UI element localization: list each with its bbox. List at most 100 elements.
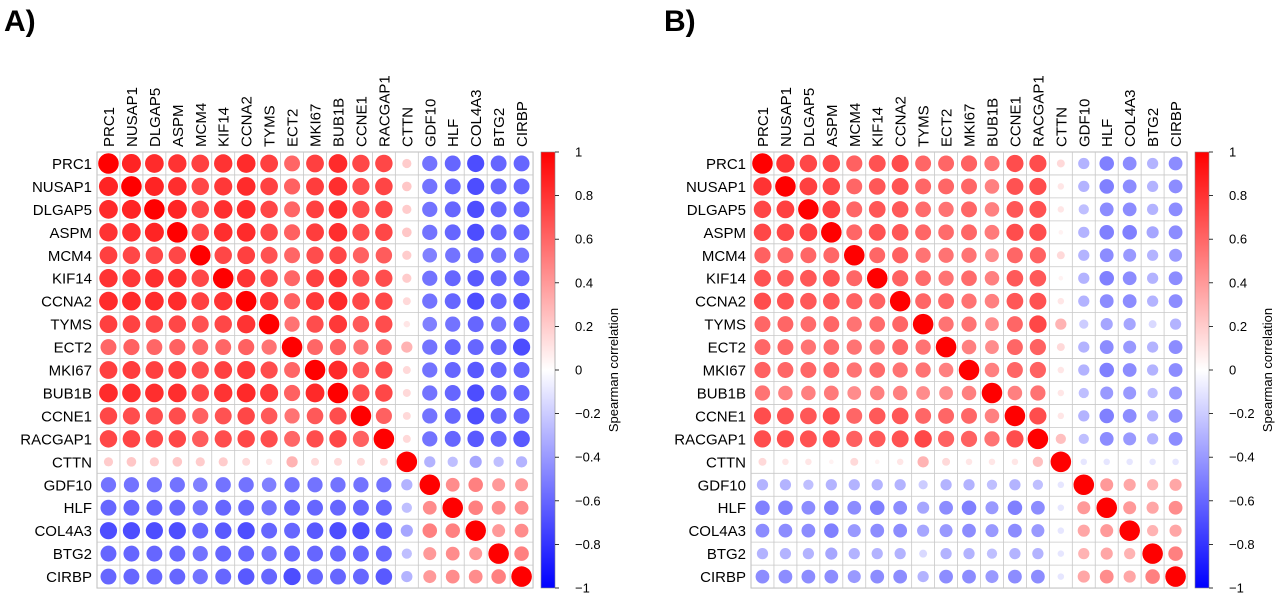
colorbar-tick-label: −0.4 — [575, 450, 601, 465]
row-label: CCNE1 — [695, 408, 746, 425]
corr-cell-kif14-kif14 — [866, 267, 888, 289]
corr-cell-aspm-racgap1 — [1029, 223, 1047, 241]
corr-cell-racgap1-bub1b — [329, 430, 347, 448]
corr-cell-prc1-aspm — [168, 154, 187, 173]
corr-cell-aspm-ect2 — [938, 224, 954, 241]
corr-cell-col4a3-racgap1 — [375, 522, 393, 539]
corr-cell-ect2-tyms — [915, 339, 931, 355]
corr-cell-btg2-hlf — [1100, 547, 1113, 560]
corr-cell-gdf10-cirbp — [515, 478, 529, 492]
corr-cell-gdf10-dlgap5 — [146, 477, 163, 493]
corr-cell-ccne1-dlgap5 — [800, 407, 817, 425]
corr-cell-cirbp-kif14 — [215, 568, 232, 585]
corr-cell-mki67-gdf10 — [1078, 364, 1090, 376]
corr-cell-col4a3-kif14 — [870, 523, 885, 538]
corr-cell-col4a3-mcm4 — [847, 524, 861, 538]
corr-cell-ect2-cttn — [401, 341, 413, 353]
corr-cell-bub1b-gdf10 — [1078, 387, 1089, 399]
corr-cell-hlf-cttn — [401, 502, 412, 513]
corr-cell-racgap1-btg2 — [1147, 433, 1159, 445]
corr-cell-btg2-cirbp — [1168, 546, 1183, 561]
corr-cell-col4a3-ect2 — [939, 524, 953, 538]
colorbar-tick-label: 0.6 — [1229, 232, 1247, 247]
corr-cell-dlgap5-col4a3 — [467, 200, 485, 218]
corr-cell-prc1-cttn — [1056, 159, 1065, 168]
row-label: COL4A3 — [688, 523, 746, 540]
corr-cell-ccna2-cirbp — [1168, 294, 1183, 309]
corr-cell-mcm4-nusap1 — [122, 246, 141, 264]
row-label: DLGAP5 — [687, 202, 746, 219]
corr-cell-bub1b-col4a3 — [1123, 386, 1137, 400]
corr-cell-prc1-col4a3 — [1122, 156, 1137, 171]
column-label: BUB1B — [330, 98, 347, 147]
corr-cell-mcm4-cttn — [402, 250, 412, 260]
column-label: MKI67 — [962, 104, 979, 147]
colorbar-tick-label: −0.6 — [1229, 493, 1255, 508]
corr-cell-aspm-cttn — [402, 227, 412, 238]
corr-cell-tyms-gdf10 — [1079, 319, 1089, 329]
corr-cell-btg2-ccna2 — [894, 548, 906, 560]
corr-cell-racgap1-prc1 — [753, 430, 772, 448]
corr-cell-mki67-kif14 — [869, 362, 886, 378]
colorbar-tick-label: −0.2 — [575, 406, 601, 421]
corr-cell-hlf-racgap1 — [375, 499, 392, 516]
corr-cell-cirbp-nusap1 — [778, 569, 793, 584]
corr-cell-hlf-hlf — [442, 497, 463, 518]
corr-cell-cirbp-ect2 — [283, 567, 301, 586]
corr-cell-cirbp-ccne1 — [352, 568, 369, 585]
corr-cell-nusap1-cirbp — [513, 178, 530, 195]
colorbar-tick-label: 0.4 — [575, 275, 593, 290]
corr-cell-gdf10-hlf — [445, 477, 460, 492]
column-label: BUB1B — [984, 98, 1001, 147]
corr-cell-col4a3-ccne1 — [1008, 523, 1022, 538]
corr-cell-bub1b-aspm — [823, 385, 839, 401]
corr-cell-aspm-ccna2 — [891, 223, 909, 241]
corr-cell-btg2-ect2 — [940, 548, 952, 560]
corr-cell-bub1b-col4a3 — [467, 384, 485, 402]
colorbar-title: Spearman correlation — [606, 308, 621, 432]
corr-cell-kif14-mki67 — [306, 269, 324, 288]
corr-cell-mki67-cirbp — [513, 362, 530, 378]
corr-cell-tyms-cirbp — [1169, 318, 1182, 330]
corr-cell-kif14-ect2 — [938, 270, 954, 286]
colorbar-tick-label: −1 — [575, 581, 590, 596]
row-label: PRC1 — [52, 156, 92, 173]
corr-cell-bub1b-cttn — [1057, 389, 1065, 397]
corr-cell-cirbp-bub1b — [985, 570, 999, 584]
colorbar-tick-label: 0.4 — [1229, 275, 1247, 290]
corr-cell-hlf-ccne1 — [1007, 500, 1023, 515]
corr-cell-aspm-gdf10 — [1078, 226, 1090, 238]
corr-cell-cirbp-cttn — [1057, 573, 1065, 580]
corr-cell-bub1b-ect2 — [283, 384, 301, 402]
corr-cell-ect2-tyms — [261, 339, 277, 355]
corr-cell-racgap1-mki67 — [960, 430, 978, 447]
corr-cell-kif14-ccna2 — [236, 269, 256, 288]
corr-cell-dlgap5-nusap1 — [121, 199, 141, 219]
corr-cell-cirbp-cttn — [401, 570, 413, 583]
corr-cell-bub1b-mki67 — [305, 383, 325, 403]
corr-cell-aspm-mki67 — [306, 223, 324, 242]
corr-cell-aspm-mcm4 — [191, 223, 209, 242]
corr-cell-bub1b-bub1b — [981, 382, 1003, 404]
column-label: HLF — [1099, 119, 1116, 147]
corr-cell-prc1-ect2 — [284, 155, 301, 172]
corr-cell-cirbp-bub1b — [330, 568, 346, 585]
corr-cell-bub1b-ccna2 — [892, 385, 908, 401]
corr-cell-aspm-kif14 — [213, 223, 233, 242]
corr-cell-bub1b-prc1 — [754, 385, 771, 401]
corr-cell-btg2-prc1 — [756, 548, 769, 560]
corr-cell-ccne1-hlf — [1099, 408, 1114, 424]
colorbar — [1194, 151, 1210, 589]
corr-cell-cirbp-btg2 — [491, 569, 506, 584]
corr-cell-cttn-kif14 — [874, 459, 880, 465]
corr-cell-mki67-prc1 — [99, 361, 118, 379]
corr-cell-bub1b-prc1 — [99, 383, 118, 403]
corr-cell-nusap1-cirbp — [1168, 179, 1183, 194]
corr-cell-mcm4-bub1b — [985, 248, 999, 263]
corr-cell-tyms-col4a3 — [467, 316, 484, 333]
corr-cell-hlf-kif14 — [869, 500, 885, 515]
corr-cell-prc1-btg2 — [490, 155, 507, 172]
corr-cell-ect2-kif14 — [869, 339, 885, 355]
corr-cell-btg2-gdf10 — [1078, 548, 1090, 560]
